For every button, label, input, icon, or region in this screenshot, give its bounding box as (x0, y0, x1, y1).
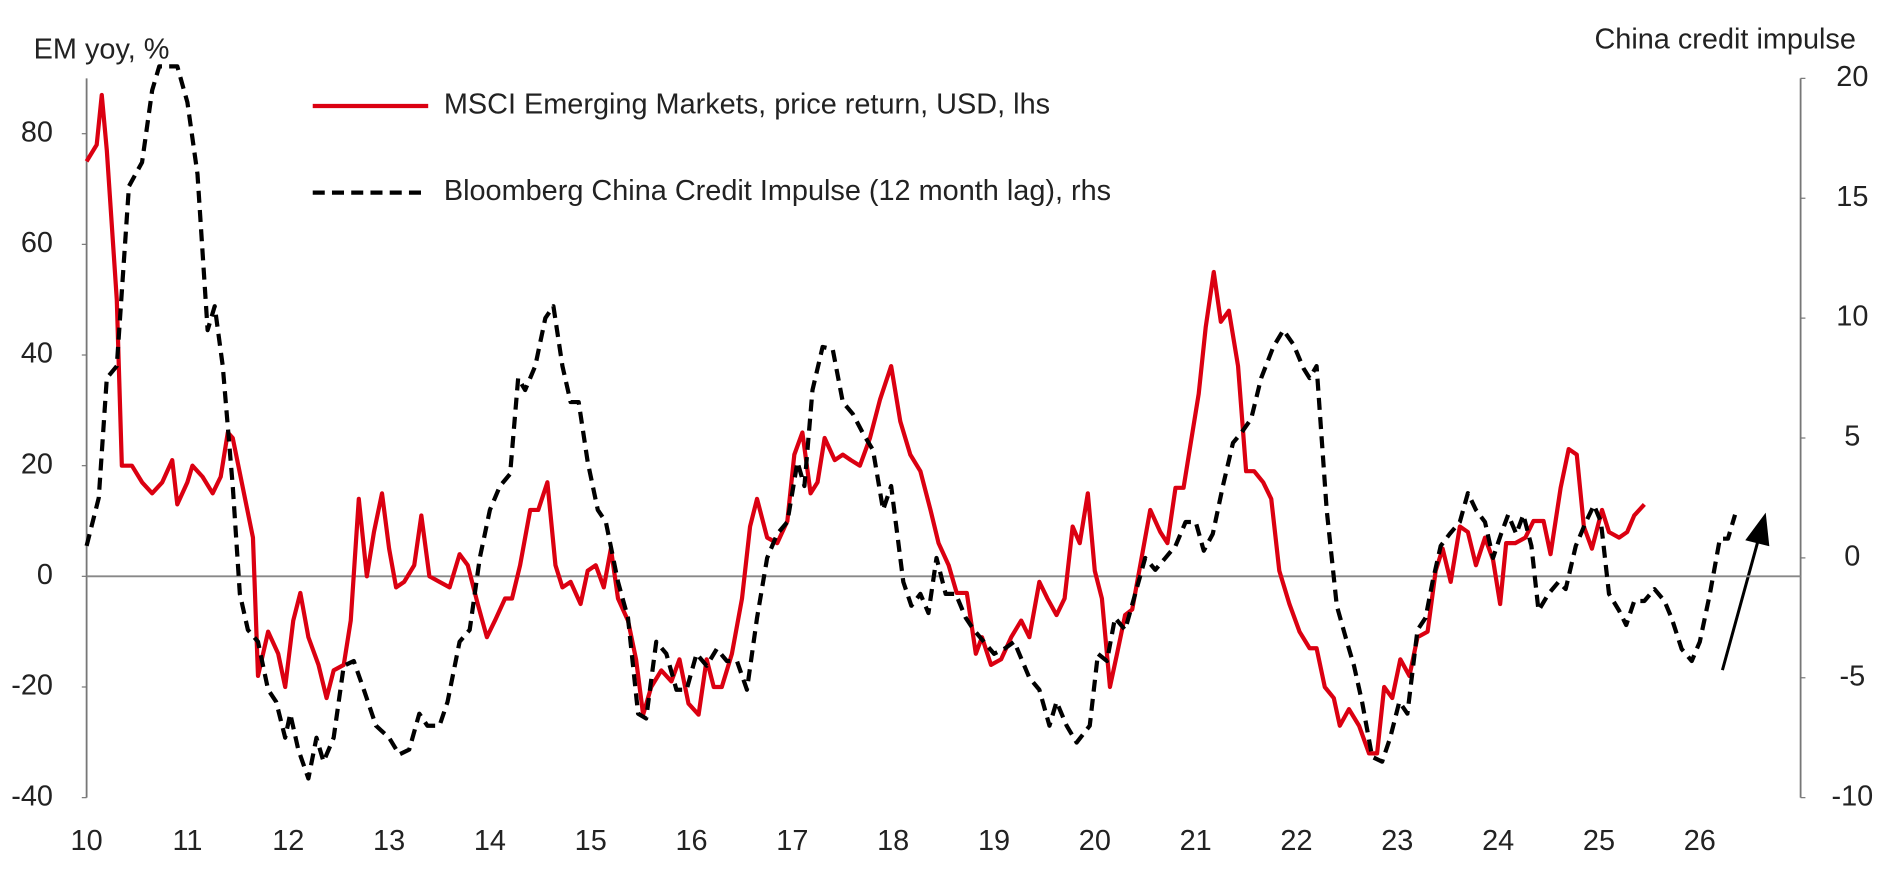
legend-label: MSCI Emerging Markets, price return, USD… (444, 89, 1050, 121)
x-tick-label: 10 (71, 825, 103, 857)
y2-tick-label: 20 (1836, 61, 1868, 93)
x-tick-label: 22 (1280, 825, 1312, 857)
x-tick-label: 19 (978, 825, 1010, 857)
x-tick-label: 15 (575, 825, 607, 857)
legend-label: Bloomberg China Credit Impulse (12 month… (444, 175, 1111, 207)
y2-tick-label: -5 (1839, 660, 1865, 692)
x-tick-label: 14 (474, 825, 506, 857)
x-tick-label: 24 (1482, 825, 1514, 857)
x-tick-label: 20 (1079, 825, 1111, 857)
y2-tick-label: 5 (1844, 421, 1860, 453)
y-axis-label: EM yoy, % (34, 33, 170, 65)
y-tick-label: -20 (11, 670, 53, 702)
x-tick-label: 11 (172, 825, 202, 857)
y-tick-label: 40 (21, 338, 53, 370)
x-tick-label: 16 (675, 825, 707, 857)
y-tick-label: 0 (37, 559, 53, 591)
y2-axis-label: China credit impulse (1594, 24, 1855, 56)
x-tick-label: 21 (1180, 825, 1212, 857)
y-tick-label: 20 (21, 448, 53, 480)
x-tick-label: 18 (877, 825, 909, 857)
y-tick-label: 80 (21, 116, 53, 148)
x-tick-label: 17 (776, 825, 808, 857)
x-tick-label: 12 (272, 825, 304, 857)
series-line (84, 64, 1738, 781)
series-line (84, 92, 1646, 756)
y2-tick-label: -10 (1831, 780, 1873, 812)
x-tick-label: 25 (1583, 825, 1615, 857)
y-tick-label: -40 (11, 780, 53, 812)
x-tick-label: 13 (373, 825, 405, 857)
annotation-arrow (1720, 512, 1770, 671)
y-tick-label: 60 (21, 227, 53, 259)
x-tick-label: 23 (1381, 825, 1413, 857)
y2-tick-label: 15 (1836, 181, 1868, 213)
y2-tick-label: 10 (1836, 301, 1868, 333)
y2-tick-label: 0 (1844, 541, 1860, 573)
x-tick-label: 26 (1684, 825, 1716, 857)
